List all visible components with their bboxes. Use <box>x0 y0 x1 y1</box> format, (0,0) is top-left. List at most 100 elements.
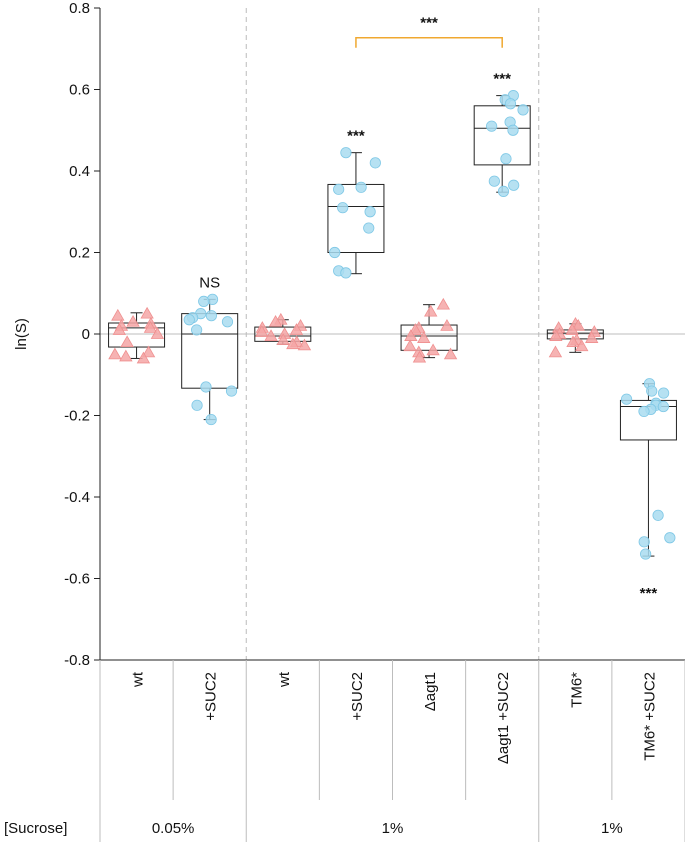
data-point-triangle <box>548 345 563 358</box>
data-point-circle <box>340 267 352 279</box>
data-point-circle <box>652 509 664 521</box>
bracket-significance-label: *** <box>420 15 438 32</box>
data-point-circle <box>500 153 512 165</box>
points-layer <box>108 90 676 560</box>
data-point-circle <box>664 532 676 544</box>
data-point-triangle <box>403 339 417 352</box>
data-point-circle <box>363 222 375 234</box>
data-point-triangle <box>143 321 158 333</box>
box-iqr <box>619 399 677 441</box>
significance-label: NS <box>199 274 220 291</box>
significance-label: *** <box>347 128 365 145</box>
data-point-triangle <box>268 314 283 327</box>
data-point-triangle <box>111 308 125 321</box>
data-point-triangle <box>566 335 580 348</box>
data-point-circle <box>340 147 352 159</box>
data-point-circle <box>191 399 203 411</box>
data-point-triangle <box>136 351 151 364</box>
data-point-triangle <box>585 331 599 343</box>
data-point-triangle <box>297 338 312 351</box>
data-point-circle <box>504 98 517 110</box>
category-label: TM6* +SUC2 <box>641 672 658 761</box>
data-point-triangle <box>404 329 418 341</box>
data-point-circle <box>225 385 238 397</box>
data-point-triangle <box>126 314 140 327</box>
data-point-circle <box>329 246 341 259</box>
data-point-triangle <box>289 323 304 335</box>
data-point-circle <box>333 183 345 195</box>
category-label: TM6* <box>568 672 585 708</box>
data-point-triangle <box>276 333 290 346</box>
data-point-circle <box>191 324 203 336</box>
box-iqr <box>473 105 531 166</box>
data-point-triangle <box>575 339 589 352</box>
y-tick-label: 0 <box>82 326 90 343</box>
data-point-triangle <box>120 335 134 348</box>
box-iqr <box>400 324 458 351</box>
data-point-triangle <box>426 343 440 356</box>
data-point-circle <box>638 405 650 418</box>
data-point-triangle <box>150 327 165 339</box>
data-point-triangle <box>141 345 156 358</box>
category-label: +SUC2 <box>203 672 220 721</box>
data-point-circle <box>657 387 670 399</box>
sucrose-row-label: [Sucrose] <box>4 820 67 837</box>
y-tick-label: -0.8 <box>64 652 90 669</box>
y-tick-label: 0.2 <box>69 245 90 262</box>
annotations-layer: NS *** *** *** *** <box>199 15 657 602</box>
sucrose-concentration-label: 0.05% <box>152 820 195 837</box>
data-point-circle <box>620 393 633 405</box>
data-point-triangle <box>264 329 278 341</box>
y-axis-label: ln(S) <box>13 318 30 350</box>
data-point-triangle <box>549 329 563 341</box>
sucrose-concentration-label: 1% <box>382 820 404 837</box>
category-table: wt +SUC2 wt +SUC2 Δagt1 Δagt1 +SUC2 TM6* TM6* +… <box>4 659 685 842</box>
data-point-circle <box>200 381 212 393</box>
data-point-triangle <box>108 347 122 360</box>
data-point-circle <box>369 157 381 169</box>
data-point-triangle <box>412 350 427 363</box>
category-label: Δagt1 +SUC2 <box>495 672 512 764</box>
data-point-circle <box>507 124 519 136</box>
data-point-triangle <box>417 331 431 343</box>
data-point-circle <box>646 385 658 397</box>
data-point-circle <box>205 413 217 426</box>
data-point-triangle <box>119 349 133 362</box>
data-point-circle <box>198 295 210 307</box>
category-label: wt <box>130 671 147 688</box>
data-point-circle <box>517 104 529 116</box>
y-tick-label: -0.4 <box>64 489 90 506</box>
data-point-triangle <box>571 319 585 331</box>
data-point-triangle <box>140 306 154 319</box>
data-point-circle <box>205 310 217 322</box>
data-point-triangle <box>255 325 269 337</box>
data-point-triangle <box>440 319 454 331</box>
data-point-circle <box>183 314 195 326</box>
data-point-triangle <box>424 304 438 317</box>
y-axis: 0.8 0.6 0.4 0.2 0 -0.2 -0.4 -0.6 -0.8 ln(S) <box>13 0 101 669</box>
significance-label: *** <box>493 71 511 88</box>
data-point-circle <box>488 175 500 187</box>
data-point-triangle <box>436 297 450 310</box>
data-point-circle <box>221 316 234 328</box>
data-point-circle <box>355 181 367 193</box>
category-label: wt <box>276 671 293 688</box>
y-tick-label: -0.2 <box>64 408 90 425</box>
comparison-bracket <box>355 36 503 48</box>
data-point-circle <box>508 179 520 191</box>
y-tick-label: -0.6 <box>64 571 90 588</box>
data-point-triangle <box>286 337 300 350</box>
data-point-triangle <box>565 323 579 335</box>
y-tick-label: 0.8 <box>69 0 90 17</box>
box-iqr <box>327 183 385 253</box>
data-point-circle <box>364 206 376 218</box>
data-point-circle <box>657 400 669 413</box>
category-label: +SUC2 <box>349 672 366 721</box>
data-point-circle <box>337 202 349 214</box>
data-point-circle <box>486 120 498 132</box>
y-tick-label: 0.6 <box>69 82 90 99</box>
data-point-circle <box>638 536 650 548</box>
data-point-circle <box>497 185 510 197</box>
data-point-triangle <box>443 347 458 360</box>
